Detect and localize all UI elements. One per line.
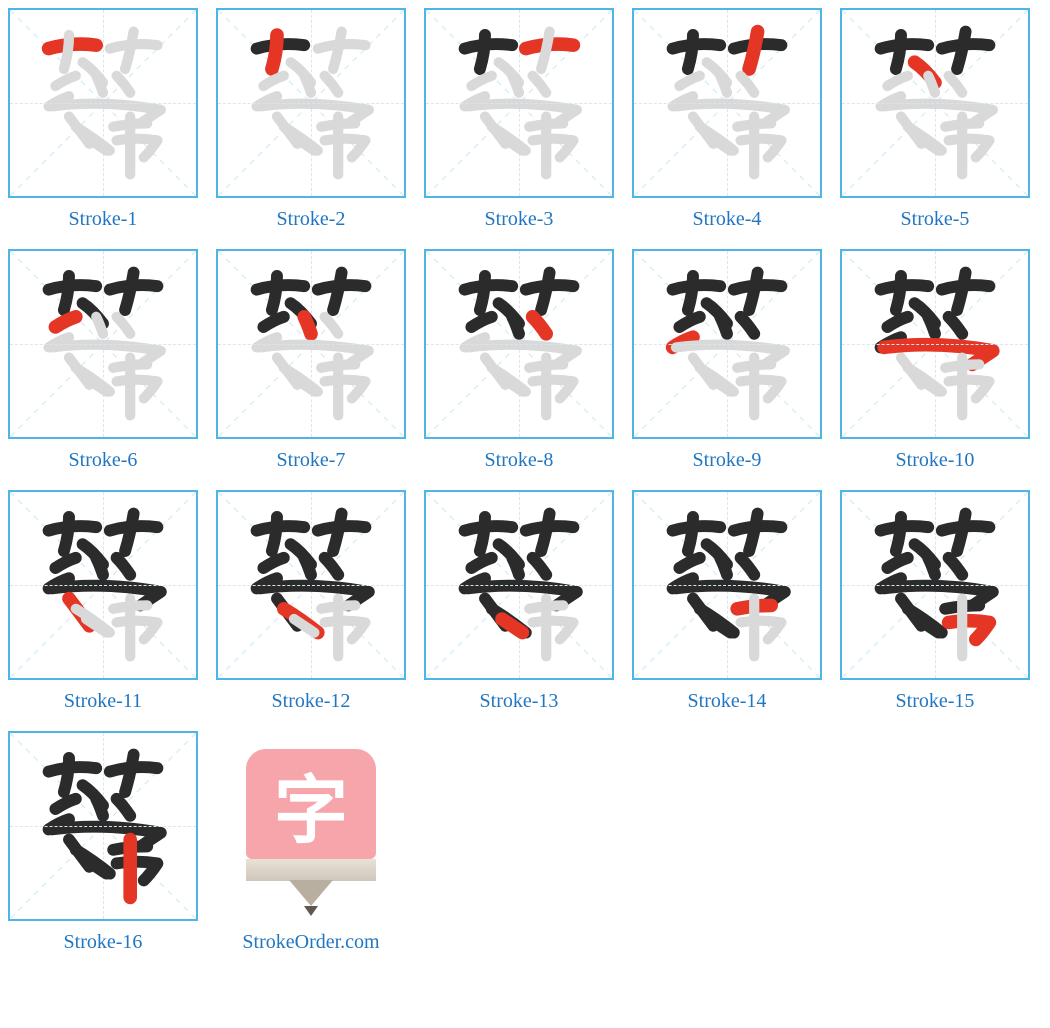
stroke-tile-10 <box>840 249 1030 439</box>
stroke-tile-14 <box>632 490 822 680</box>
stroke-caption-14: Stroke-14 <box>688 690 767 713</box>
glyph-step-11 <box>10 492 196 678</box>
stroke-cell-3: Stroke-3 <box>424 8 614 231</box>
glyph-step-16 <box>10 733 196 919</box>
stroke-cell-1: Stroke-1 <box>8 8 198 231</box>
stroke-tile-1 <box>8 8 198 198</box>
glyph-step-7 <box>218 251 404 437</box>
glyph-step-3 <box>426 10 612 196</box>
stroke-cell-6: Stroke-6 <box>8 249 198 472</box>
stroke-cell-13: Stroke-13 <box>424 490 614 713</box>
stroke-caption-7: Stroke-7 <box>277 449 346 472</box>
stroke-cell-4: Stroke-4 <box>632 8 822 231</box>
pencil-lead-icon <box>304 906 318 916</box>
site-icon-badge: 字 <box>246 749 376 859</box>
glyph-step-1 <box>10 10 196 196</box>
stroke-caption-6: Stroke-6 <box>69 449 138 472</box>
stroke-cell-7: Stroke-7 <box>216 249 406 472</box>
stroke-cell-11: Stroke-11 <box>8 490 198 713</box>
stroke-tile-12 <box>216 490 406 680</box>
stroke-tile-13 <box>424 490 614 680</box>
stroke-cell-9: Stroke-9 <box>632 249 822 472</box>
site-icon-glyph: 字 <box>274 751 348 858</box>
stroke-caption-12: Stroke-12 <box>272 690 351 713</box>
glyph-step-10 <box>842 251 1028 437</box>
glyph-step-15 <box>842 492 1028 678</box>
stroke-caption-4: Stroke-4 <box>693 208 762 231</box>
stroke-tile-4 <box>632 8 822 198</box>
stroke-tile-5 <box>840 8 1030 198</box>
site-icon-cell: 字 StrokeOrder.com <box>216 731 406 954</box>
glyph-step-5 <box>842 10 1028 196</box>
stroke-tile-2 <box>216 8 406 198</box>
glyph-step-2 <box>218 10 404 196</box>
stroke-caption-13: Stroke-13 <box>480 690 559 713</box>
stroke-caption-1: Stroke-1 <box>69 208 138 231</box>
stroke-caption-10: Stroke-10 <box>896 449 975 472</box>
pencil-body-icon <box>246 859 376 881</box>
stroke-tile-15 <box>840 490 1030 680</box>
stroke-tile-11 <box>8 490 198 680</box>
stroke-caption-16: Stroke-16 <box>64 931 143 954</box>
stroke-caption-9: Stroke-9 <box>693 449 762 472</box>
glyph-step-6 <box>10 251 196 437</box>
stroke-cell-10: Stroke-10 <box>840 249 1030 472</box>
glyph-step-8 <box>426 251 612 437</box>
glyph-step-12 <box>218 492 404 678</box>
glyph-step-14 <box>634 492 820 678</box>
stroke-tile-6 <box>8 249 198 439</box>
glyph-step-13 <box>426 492 612 678</box>
stroke-tile-8 <box>424 249 614 439</box>
stroke-caption-15: Stroke-15 <box>896 690 975 713</box>
stroke-grid: Stroke-1 Stroke-2 Stroke-3 Stroke-4 Stro… <box>8 8 1042 954</box>
glyph-step-4 <box>634 10 820 196</box>
stroke-cell-5: Stroke-5 <box>840 8 1030 231</box>
stroke-tile-16 <box>8 731 198 921</box>
stroke-caption-3: Stroke-3 <box>485 208 554 231</box>
stroke-tile-7 <box>216 249 406 439</box>
stroke-caption-8: Stroke-8 <box>485 449 554 472</box>
stroke-caption-11: Stroke-11 <box>64 690 142 713</box>
glyph-step-9 <box>634 251 820 437</box>
stroke-tile-9 <box>632 249 822 439</box>
site-label[interactable]: StrokeOrder.com <box>242 931 379 954</box>
stroke-tile-3 <box>424 8 614 198</box>
site-icon: 字 <box>216 731 406 921</box>
stroke-caption-5: Stroke-5 <box>901 208 970 231</box>
stroke-caption-2: Stroke-2 <box>277 208 346 231</box>
stroke-cell-12: Stroke-12 <box>216 490 406 713</box>
stroke-cell-2: Stroke-2 <box>216 8 406 231</box>
pencil-tip-icon <box>289 880 333 906</box>
stroke-cell-8: Stroke-8 <box>424 249 614 472</box>
stroke-cell-16: Stroke-16 <box>8 731 198 954</box>
stroke-cell-15: Stroke-15 <box>840 490 1030 713</box>
stroke-cell-14: Stroke-14 <box>632 490 822 713</box>
